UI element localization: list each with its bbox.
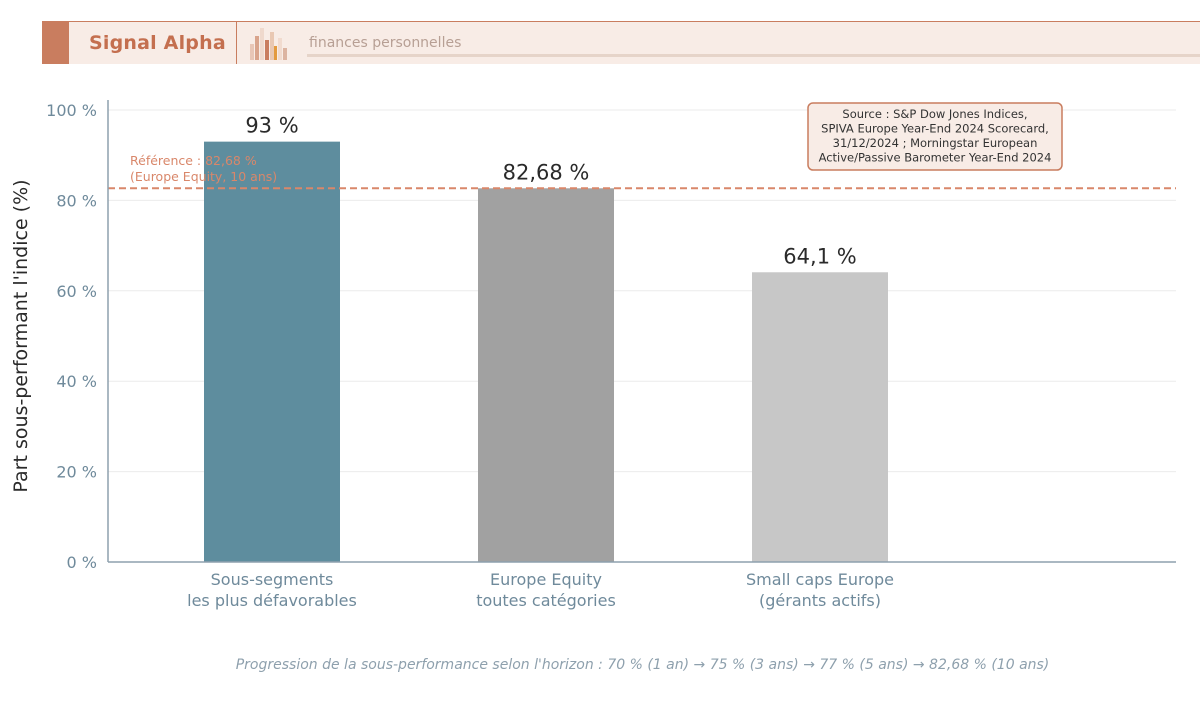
axes: 0 % 20 % 40 % 60 % 80 % 100 % Sous-segments les…	[10, 100, 1176, 610]
x-tick-label-3-line-2: (gérants actifs)	[759, 591, 881, 610]
reference-label-line-1: Référence : 82,68 %	[130, 153, 257, 168]
reference-line-group: Référence : 82,68 %(Europe Equity, 10 an…	[108, 153, 1176, 190]
site-header: Signal Alpha finances personnelles	[42, 21, 1200, 64]
x-tick-label-1-line-1: Sous-segments	[211, 570, 334, 589]
brand-name[interactable]: Signal Alpha	[89, 32, 226, 54]
source-text-line-2: SPIVA Europe Year-End 2024 Scorecard,	[821, 122, 1049, 136]
header-divider	[236, 22, 237, 64]
bar-2	[478, 188, 614, 562]
bar-chart-logo-icon	[250, 28, 287, 60]
footnote: Progression de la sous-performance selon…	[235, 657, 1050, 673]
bar-1	[204, 141, 340, 562]
source-text-line-4: Active/Passive Barometer Year-End 2024	[819, 151, 1052, 165]
reference-label-line-2: (Europe Equity, 10 ans)	[130, 169, 277, 184]
y-axis-title: Part sous-performant l'indice (%)	[10, 179, 32, 492]
y-tick-label-100: 100 %	[46, 101, 97, 120]
x-tick-label-2-line-2: toutes catégories	[476, 591, 616, 610]
x-tick-label-1-line-2: les plus défavorables	[187, 591, 357, 610]
y-tick-label-60: 60 %	[56, 282, 97, 301]
source-text-line-1: Source : S&P Dow Jones Indices,	[842, 107, 1027, 121]
y-tick-label-0: 0 %	[67, 553, 97, 572]
source-box: Source : S&P Dow Jones Indices,SPIVA Eur…	[807, 102, 1063, 171]
y-tick-label-40: 40 %	[56, 372, 97, 391]
bar-value-label-2: 82,68 %	[503, 160, 590, 184]
x-tick-label-2-line-1: Europe Equity	[490, 570, 602, 589]
value-labels: 93 % 82,68 % 64,1 %	[245, 114, 856, 269]
source-box-frame	[807, 102, 1063, 171]
y-tick-label-80: 80 %	[56, 191, 97, 210]
header-underline	[307, 54, 1200, 57]
y-tick-label-20: 20 %	[56, 463, 97, 482]
bar-chart: Référence : 82,68 %(Europe Equity, 10 an…	[10, 100, 1176, 610]
header-accent-block	[42, 22, 69, 64]
bar-value-label-1: 93 %	[245, 114, 298, 138]
bar-3	[752, 272, 888, 562]
x-tick-label-3-line-1: Small caps Europe	[746, 570, 894, 589]
bars	[204, 141, 888, 562]
source-text-line-3: 31/12/2024 ; Morningstar European	[833, 136, 1038, 150]
bar-value-label-3: 64,1 %	[783, 244, 856, 268]
header-tagline: finances personnelles	[309, 35, 462, 51]
